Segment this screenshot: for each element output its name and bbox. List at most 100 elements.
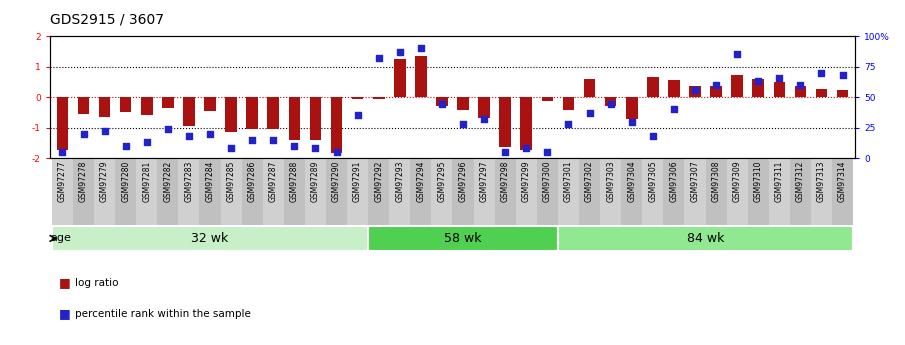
Text: GSM97298: GSM97298 [500, 161, 510, 202]
Bar [557, 158, 579, 225]
Text: GSM97309: GSM97309 [733, 161, 742, 203]
Text: GSM97308: GSM97308 [711, 161, 720, 202]
Text: GSM97295: GSM97295 [437, 161, 446, 202]
Bar [795, 86, 806, 97]
Bar [684, 158, 706, 225]
Text: GSM97297: GSM97297 [480, 161, 489, 202]
Bar [289, 97, 300, 140]
Bar [57, 97, 68, 150]
Text: GSM97290: GSM97290 [332, 161, 341, 202]
Bar [727, 158, 748, 225]
Bar [643, 158, 663, 225]
Point [329, 149, 344, 155]
Text: GSM97280: GSM97280 [121, 161, 130, 202]
Bar [706, 158, 727, 225]
Point [266, 137, 281, 142]
Point [688, 87, 702, 92]
Bar [242, 158, 262, 225]
Text: GSM97283: GSM97283 [185, 161, 194, 202]
Bar [500, 97, 511, 147]
Bar [368, 226, 557, 250]
Bar [52, 226, 368, 250]
Point [709, 82, 723, 88]
Bar [710, 87, 722, 97]
Text: GSM97282: GSM97282 [163, 161, 172, 202]
Text: 84 wk: 84 wk [687, 232, 724, 245]
Text: GSM97306: GSM97306 [670, 161, 679, 203]
Bar [137, 158, 157, 225]
Bar [473, 158, 495, 225]
Bar [579, 158, 600, 225]
Point [582, 110, 596, 116]
Text: GSM97303: GSM97303 [606, 161, 615, 203]
Text: GSM97294: GSM97294 [416, 161, 425, 202]
Bar [768, 158, 790, 225]
Bar [225, 97, 237, 132]
Bar [436, 97, 448, 106]
Bar [520, 97, 532, 150]
Bar [557, 226, 853, 250]
Bar [584, 79, 595, 97]
Bar [663, 158, 684, 225]
Point [645, 134, 660, 139]
Bar [832, 158, 853, 225]
Text: GSM97310: GSM97310 [754, 161, 763, 202]
Bar [647, 77, 659, 97]
Text: GSM97279: GSM97279 [100, 161, 110, 202]
Text: GSM97287: GSM97287 [269, 161, 278, 202]
Point [498, 149, 512, 155]
Text: GSM97311: GSM97311 [775, 161, 784, 202]
Bar [452, 158, 473, 225]
Point [98, 128, 112, 134]
Point [393, 49, 407, 55]
Bar [326, 158, 348, 225]
Text: GSM97293: GSM97293 [395, 161, 405, 202]
Point [309, 146, 323, 151]
Bar [811, 158, 832, 225]
Bar [410, 158, 432, 225]
Point [55, 149, 70, 155]
Bar [183, 97, 195, 126]
Bar [78, 97, 90, 114]
Bar [541, 97, 553, 101]
Text: age: age [50, 234, 71, 244]
Bar [495, 158, 516, 225]
Point [434, 102, 449, 107]
Point [793, 82, 807, 88]
Bar [479, 97, 490, 118]
Bar [815, 89, 827, 97]
Bar [516, 158, 537, 225]
Text: GSM97314: GSM97314 [838, 161, 847, 202]
Bar [268, 97, 279, 129]
Point [519, 146, 534, 151]
Point [751, 79, 766, 84]
Bar [373, 97, 385, 99]
Text: GSM97277: GSM97277 [58, 161, 67, 202]
Bar [262, 158, 284, 225]
Bar [368, 158, 389, 225]
Text: GSM97312: GSM97312 [795, 161, 805, 202]
Bar [305, 158, 326, 225]
Point [477, 116, 491, 122]
Point [224, 146, 238, 151]
Bar [563, 97, 575, 110]
Bar [199, 158, 221, 225]
Bar [394, 59, 405, 97]
Text: GSM97285: GSM97285 [226, 161, 235, 202]
Bar [73, 158, 94, 225]
Bar [52, 158, 73, 225]
Text: GSM97291: GSM97291 [353, 161, 362, 202]
Bar [626, 97, 637, 119]
Text: percentile rank within the sample: percentile rank within the sample [75, 309, 251, 319]
Text: GSM97302: GSM97302 [585, 161, 594, 202]
Text: GSM97304: GSM97304 [627, 161, 636, 203]
Bar [178, 158, 199, 225]
Bar [790, 158, 811, 225]
Point [182, 134, 196, 139]
Point [814, 70, 829, 76]
Bar [141, 97, 153, 116]
Bar [389, 158, 410, 225]
Text: GSM97292: GSM97292 [374, 161, 383, 202]
Text: 32 wk: 32 wk [191, 232, 229, 245]
Point [203, 131, 217, 136]
